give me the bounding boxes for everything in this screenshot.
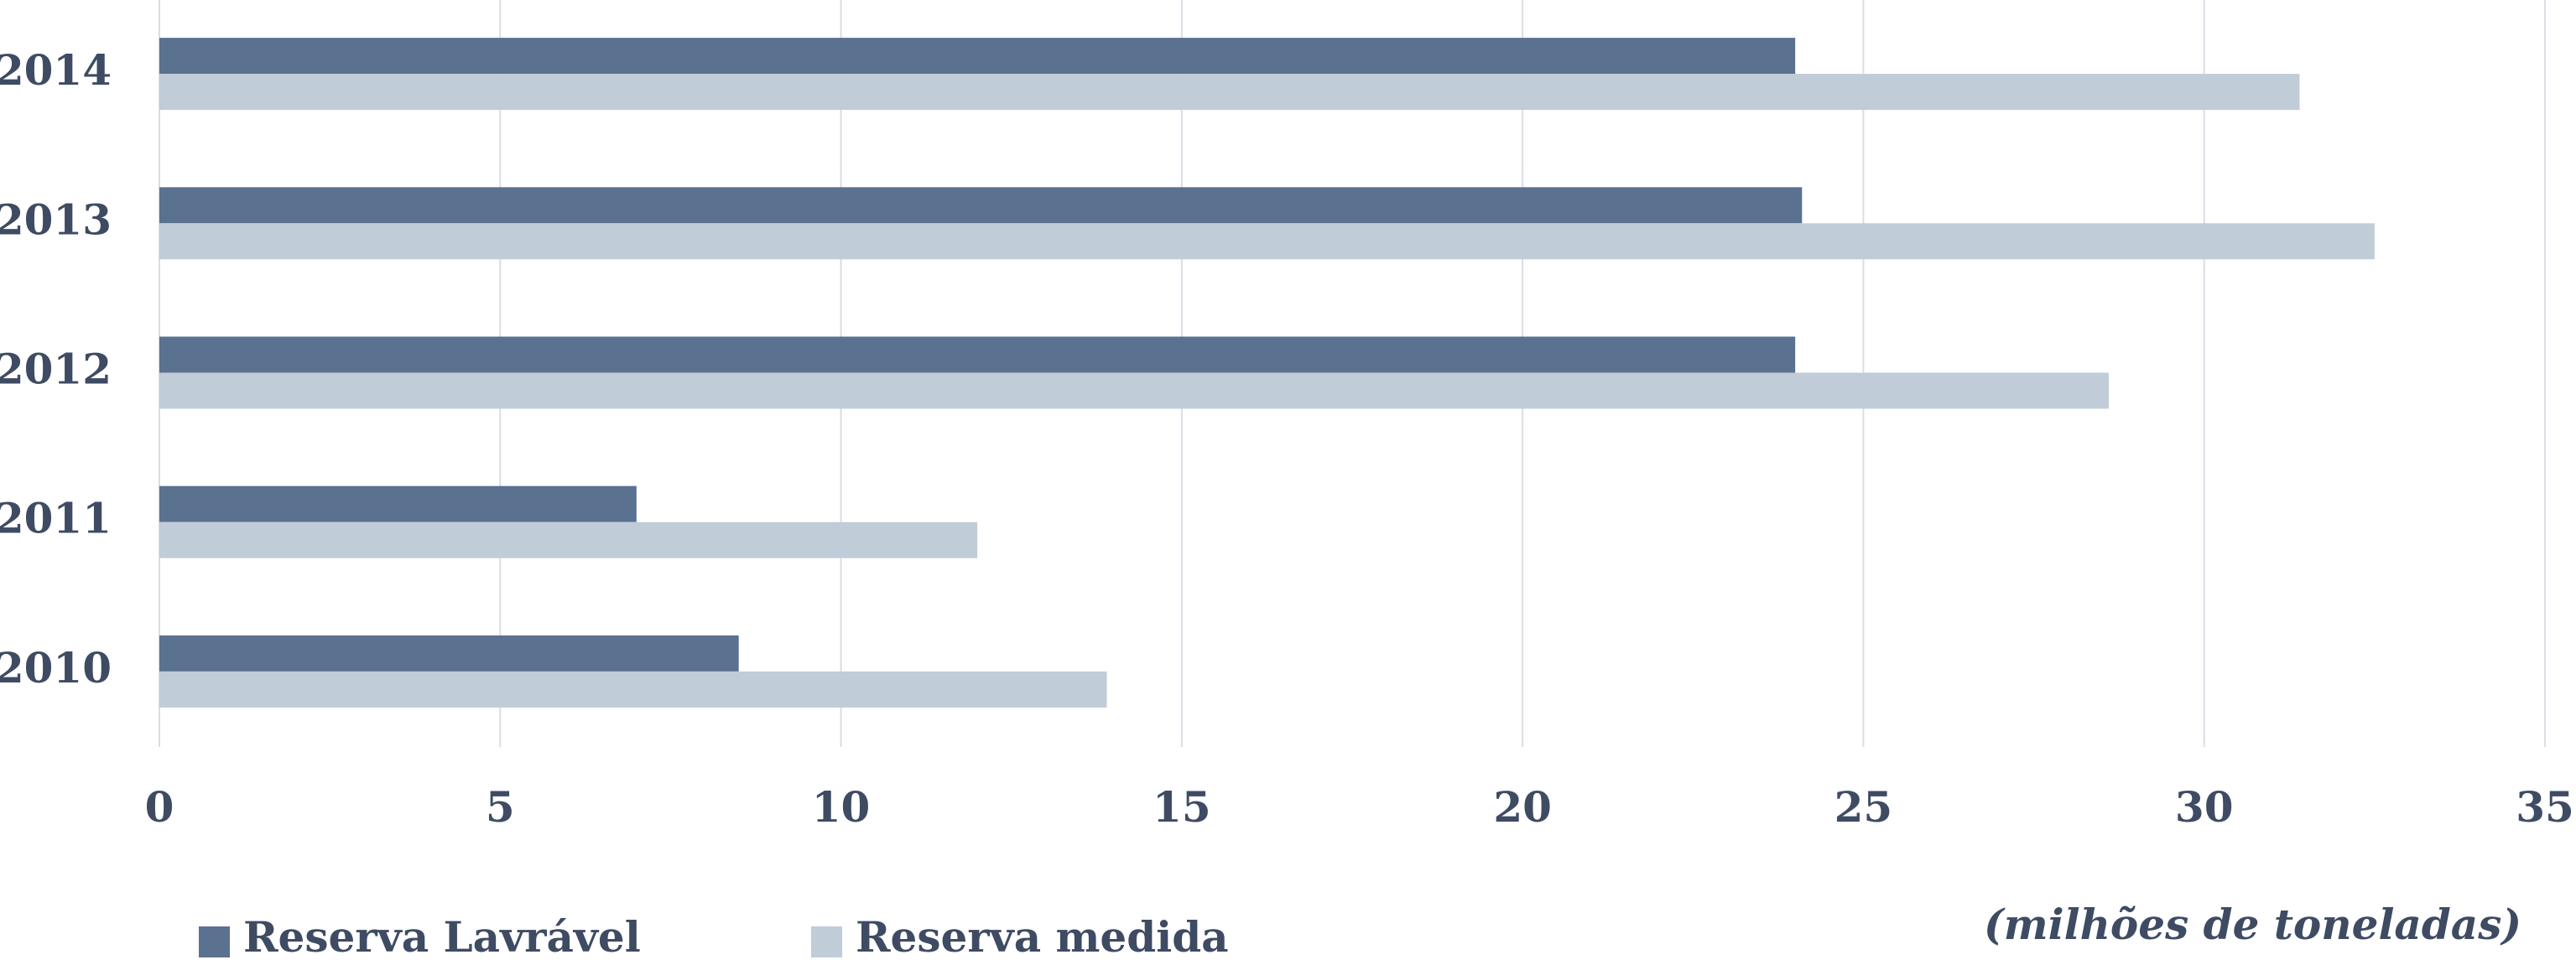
y-tick-label: 2010 <box>0 643 112 693</box>
bar <box>159 74 2300 111</box>
x-tick-label: 10 <box>812 782 871 832</box>
bar <box>159 223 2375 260</box>
bar <box>159 671 1107 708</box>
x-tick-label: 20 <box>1493 782 1552 832</box>
y-tick-label: 2012 <box>0 345 112 394</box>
x-tick-label: 25 <box>1834 782 1893 832</box>
legend-swatch <box>811 926 842 957</box>
y-tick-label: 2014 <box>0 45 112 95</box>
bar <box>159 336 1796 373</box>
bar <box>159 485 637 522</box>
bar <box>159 521 978 558</box>
y-tick-label: 2011 <box>0 494 112 543</box>
legend-swatch <box>199 926 230 957</box>
x-axis-label: (milhões de toneladas) <box>1984 900 2521 949</box>
x-tick-label: 0 <box>145 782 174 832</box>
bar <box>159 372 2109 409</box>
x-tick-label: 30 <box>2175 782 2234 832</box>
bar <box>159 635 739 672</box>
legend-label: Reserva medida <box>856 912 1229 962</box>
x-tick-label: 15 <box>1153 782 1211 832</box>
bar <box>159 187 1803 224</box>
y-tick-label: 2013 <box>0 195 112 244</box>
bar <box>159 38 1796 75</box>
x-tick-label: 35 <box>2516 782 2574 832</box>
legend-label: Reserva Lavrável <box>243 912 641 962</box>
x-tick-label: 5 <box>486 782 515 832</box>
